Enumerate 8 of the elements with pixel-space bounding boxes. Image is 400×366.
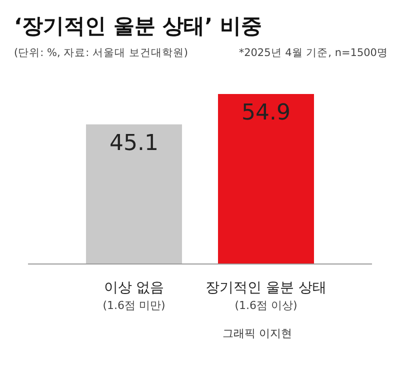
data-label: 54.9	[242, 100, 290, 126]
data-label: 45.1	[110, 130, 158, 156]
chart-subtitle: (단위: %, 자료: 서울대 보건대학원)	[14, 46, 188, 60]
text: *2025년 4월 기준, n=1500명	[238, 46, 388, 60]
text: 그래픽 이지현	[222, 326, 292, 341]
chart-title: ‘장기적인 울분 상태’ 비중	[14, 13, 262, 40]
x-tick-label: 장기적인 울분 상태 (1.6점 이상)	[206, 280, 326, 312]
x-tick-label: 이상 없음 (1.6점 미만)	[102, 280, 166, 312]
